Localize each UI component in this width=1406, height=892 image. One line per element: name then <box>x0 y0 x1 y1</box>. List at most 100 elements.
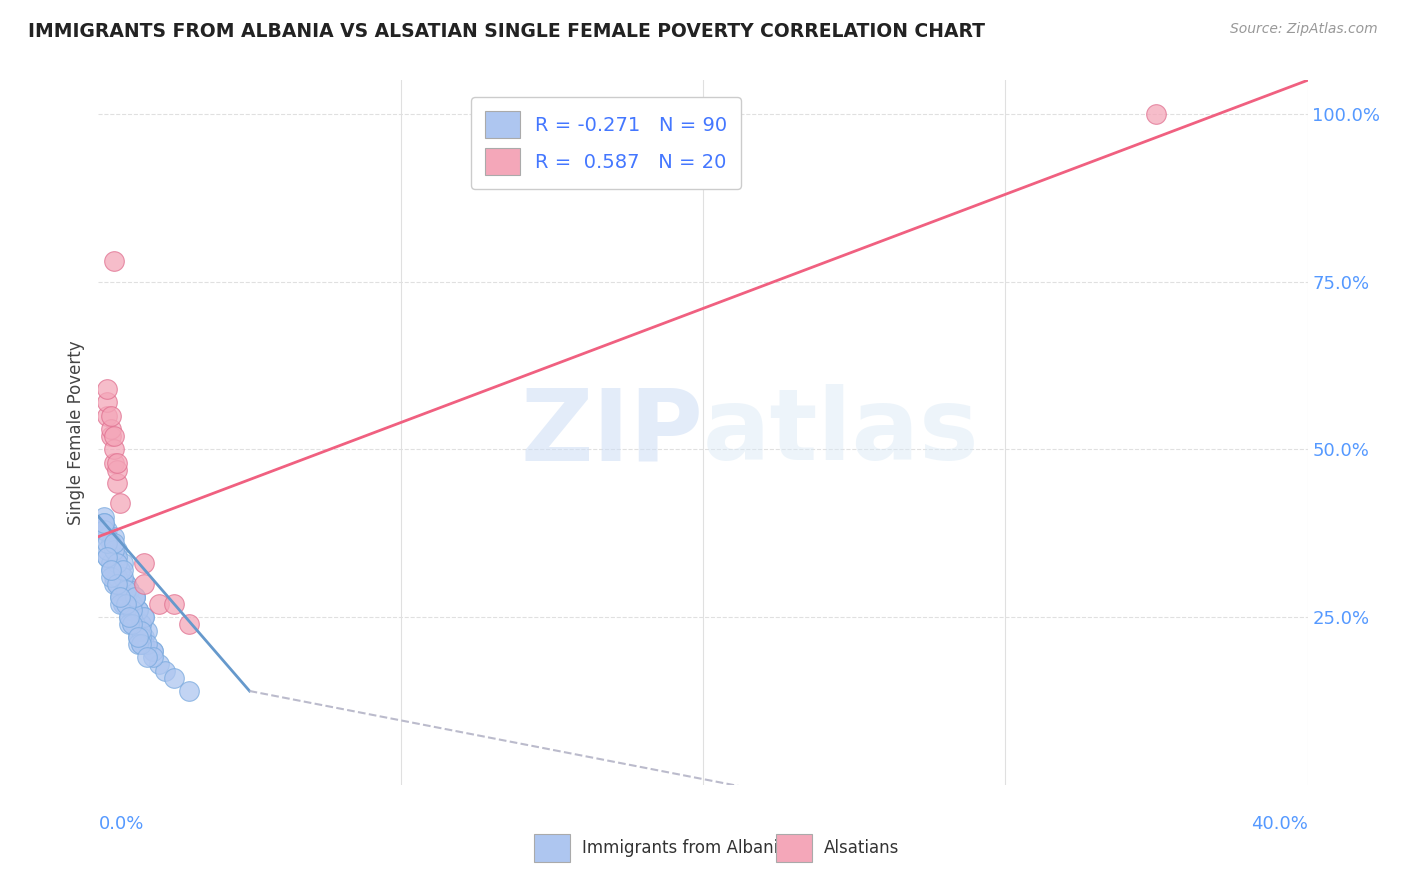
Text: Immigrants from Albania: Immigrants from Albania <box>582 839 789 857</box>
Point <box>118 610 141 624</box>
Point <box>96 382 118 396</box>
Point <box>93 516 115 531</box>
Point <box>129 630 152 644</box>
Point <box>103 429 125 443</box>
Point <box>148 657 170 672</box>
Point <box>108 583 131 598</box>
Point <box>93 523 115 537</box>
Point <box>121 610 143 624</box>
Point <box>100 536 122 550</box>
FancyBboxPatch shape <box>776 834 811 863</box>
Point <box>121 597 143 611</box>
Point <box>105 576 128 591</box>
Point <box>124 616 146 631</box>
Point <box>118 583 141 598</box>
Point <box>118 583 141 598</box>
FancyBboxPatch shape <box>534 834 569 863</box>
Point <box>121 616 143 631</box>
Point <box>153 664 176 678</box>
Point <box>124 610 146 624</box>
Point <box>105 557 128 571</box>
Point <box>129 637 152 651</box>
Point <box>103 254 125 268</box>
Point <box>179 616 201 631</box>
Point <box>100 570 122 584</box>
Point <box>103 543 125 558</box>
Point <box>105 576 128 591</box>
Text: 40.0%: 40.0% <box>1251 815 1308 833</box>
Point <box>124 590 146 604</box>
Point <box>132 557 155 571</box>
Point <box>124 616 146 631</box>
Point <box>108 590 131 604</box>
Point <box>179 684 201 698</box>
Point <box>105 475 128 490</box>
Point <box>103 536 125 550</box>
Point <box>100 563 122 577</box>
Point <box>100 422 122 436</box>
Point <box>118 616 141 631</box>
Point <box>111 563 134 577</box>
Point <box>105 543 128 558</box>
Point <box>142 650 165 665</box>
Point <box>127 603 149 617</box>
Point <box>105 570 128 584</box>
Point <box>100 429 122 443</box>
Point <box>121 616 143 631</box>
Point <box>111 570 134 584</box>
Point <box>142 644 165 658</box>
Point <box>103 563 125 577</box>
Point <box>111 597 134 611</box>
Point <box>93 509 115 524</box>
Point <box>124 590 146 604</box>
Text: IMMIGRANTS FROM ALBANIA VS ALSATIAN SINGLE FEMALE POVERTY CORRELATION CHART: IMMIGRANTS FROM ALBANIA VS ALSATIAN SING… <box>28 22 986 41</box>
Point <box>129 624 152 638</box>
Point <box>118 610 141 624</box>
Point <box>121 597 143 611</box>
Point <box>105 456 128 470</box>
Text: 0.0%: 0.0% <box>98 815 143 833</box>
Text: atlas: atlas <box>703 384 980 481</box>
Point <box>1146 107 1168 121</box>
Point <box>114 576 136 591</box>
Point <box>135 637 157 651</box>
Point <box>114 597 136 611</box>
Point <box>103 442 125 457</box>
Point <box>103 570 125 584</box>
Point <box>96 543 118 558</box>
Point <box>127 603 149 617</box>
Text: Source: ZipAtlas.com: Source: ZipAtlas.com <box>1230 22 1378 37</box>
Point <box>93 516 115 531</box>
Y-axis label: Single Female Poverty: Single Female Poverty <box>66 341 84 524</box>
Point <box>124 590 146 604</box>
Point <box>163 597 186 611</box>
Point <box>114 597 136 611</box>
Point <box>96 549 118 564</box>
Point <box>132 610 155 624</box>
Point <box>132 576 155 591</box>
Point <box>103 530 125 544</box>
Point <box>129 637 152 651</box>
Point <box>108 563 131 577</box>
Point <box>108 597 131 611</box>
Point <box>96 395 118 409</box>
Point <box>114 590 136 604</box>
Point <box>96 536 118 550</box>
Legend: R = -0.271   N = 90, R =  0.587   N = 20: R = -0.271 N = 90, R = 0.587 N = 20 <box>471 97 741 189</box>
Point <box>100 557 122 571</box>
Point <box>114 583 136 598</box>
Point <box>105 549 128 564</box>
Point <box>121 603 143 617</box>
Point <box>127 637 149 651</box>
Point <box>127 630 149 644</box>
Point <box>135 624 157 638</box>
Point <box>127 630 149 644</box>
Point <box>100 409 122 423</box>
Point <box>96 523 118 537</box>
Point <box>108 563 131 577</box>
Point <box>100 563 122 577</box>
Point <box>129 616 152 631</box>
Point <box>111 557 134 571</box>
Point <box>118 603 141 617</box>
Point <box>132 610 155 624</box>
